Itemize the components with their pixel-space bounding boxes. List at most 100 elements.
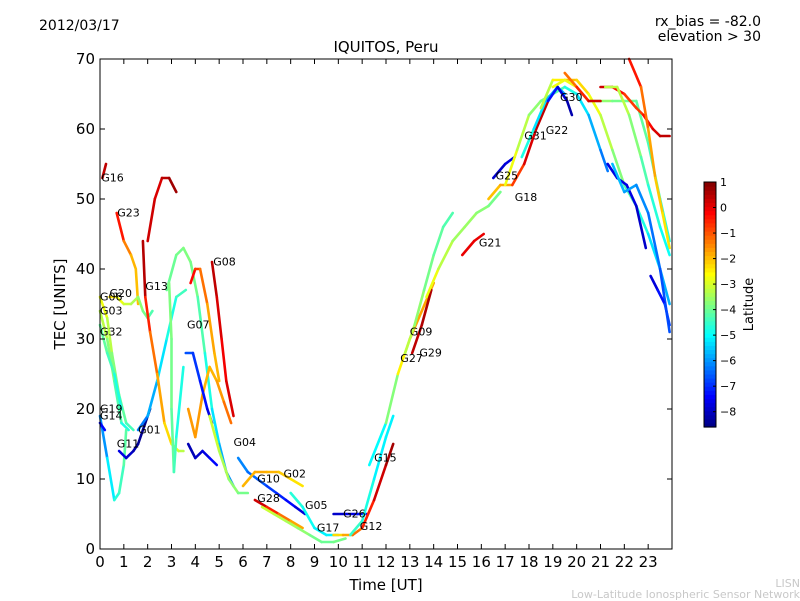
prn-label-G27: G27 (400, 352, 423, 365)
series-segment (360, 477, 376, 523)
colorbar-band (704, 259, 716, 265)
series-G22 (520, 85, 567, 159)
series-segment (241, 470, 257, 488)
colorbar-band (704, 280, 716, 285)
series-segment (658, 225, 671, 257)
prn-label-G07: G07 (187, 319, 210, 332)
colorbar-tick-label: 0 (720, 202, 727, 215)
series-segment (227, 477, 240, 495)
series-segment (587, 113, 602, 152)
series-segment (198, 267, 209, 306)
colorbar-band (704, 267, 716, 273)
series-G05 (260, 505, 347, 544)
colorbar-band (704, 292, 716, 297)
y-axis-label: TEC [UNITS] (51, 259, 69, 351)
series-segment (384, 414, 395, 439)
series-segment (117, 463, 126, 495)
axes-layer: 0 1 2 3 4 5 6 7 8 9 10 11 12 13 14 15 16 17 18 19 20 21 22 2301… (51, 38, 673, 594)
series-G30 (546, 85, 574, 117)
series-segment (622, 92, 638, 110)
series-segment (265, 505, 281, 516)
x-tick-label: 23 (639, 553, 658, 571)
y-tick-label: 30 (76, 330, 95, 348)
series-segment (215, 379, 226, 404)
series-segment (124, 449, 135, 460)
series-segment (460, 239, 476, 257)
series-segment (539, 78, 555, 110)
series-G12 (332, 442, 395, 537)
colorbar-band (704, 308, 716, 314)
series-G16 (101, 162, 108, 180)
series-segment (649, 274, 660, 292)
plot-frame (99, 58, 673, 550)
series-segment (148, 330, 159, 376)
series-segment (196, 295, 207, 355)
colorbar-band (704, 320, 716, 326)
series-segment (384, 442, 395, 467)
prn-label-G17: G17 (317, 522, 340, 535)
series-segment (163, 421, 173, 446)
series-segment (155, 372, 166, 425)
series-segment (372, 463, 388, 502)
x-tick-label: 17 (496, 553, 515, 571)
prn-label-G31: G31 (524, 130, 547, 143)
colorbar-band (704, 218, 716, 224)
colorbar-band (704, 361, 716, 367)
series-G30g (606, 162, 648, 250)
series-segment (210, 260, 219, 299)
colorbar-tick-label: −2 (720, 253, 736, 266)
y-tick-label: 10 (76, 470, 95, 488)
prn-label-G14: G14 (100, 410, 123, 423)
colorbar-band (704, 365, 716, 371)
series-segment (253, 498, 269, 509)
y-tick-label: 0 (85, 540, 95, 558)
series-segment (663, 302, 671, 327)
series-segment (175, 246, 185, 257)
colorbar-band (704, 186, 716, 191)
credit-lisn: LISN (775, 577, 800, 590)
series-segment (622, 183, 638, 194)
series-segment (136, 295, 145, 313)
series-segment (294, 505, 307, 516)
series-segment (491, 162, 507, 180)
colorbar-band (704, 251, 716, 257)
series-segment (289, 477, 304, 488)
series-G15 (348, 414, 395, 537)
colorbar-band (704, 226, 716, 232)
colorbar-band (704, 373, 716, 379)
series-segment (639, 155, 650, 187)
colorbar-band (704, 316, 716, 322)
colorbar-band (704, 324, 716, 330)
series-segment (425, 267, 440, 299)
prn-label-G10: G10 (257, 473, 280, 486)
colorbar-tick-label: −4 (720, 304, 736, 317)
series-segment (575, 78, 590, 96)
series-segment (189, 267, 197, 285)
series-segment (420, 288, 433, 327)
prn-label-G09: G09 (410, 326, 433, 339)
series-segment (611, 148, 626, 187)
colorbar-band (704, 341, 716, 346)
series-segment (122, 239, 133, 257)
series-segment (472, 232, 486, 243)
prn-label-G05: G05 (305, 499, 328, 512)
prn-label-G23: G23 (117, 207, 140, 220)
series-segment (289, 491, 304, 509)
colorbar-tick-label: −6 (720, 355, 736, 368)
y-tick-label: 70 (76, 50, 95, 68)
colorbar-band (704, 214, 716, 220)
colorbar-band (704, 353, 716, 359)
series-G07o (189, 267, 221, 383)
colorbar-band (704, 222, 716, 228)
series-segment (265, 484, 278, 495)
prn-label-G02: G02 (284, 468, 307, 481)
series-segment (587, 92, 602, 117)
series-segment (189, 260, 199, 299)
series-segment (646, 127, 657, 180)
colorbar-band (704, 386, 716, 391)
series-segment (308, 533, 323, 544)
series-segment (634, 99, 650, 145)
prn-label-G30: G30 (560, 91, 583, 104)
colorbar-band (704, 182, 716, 187)
